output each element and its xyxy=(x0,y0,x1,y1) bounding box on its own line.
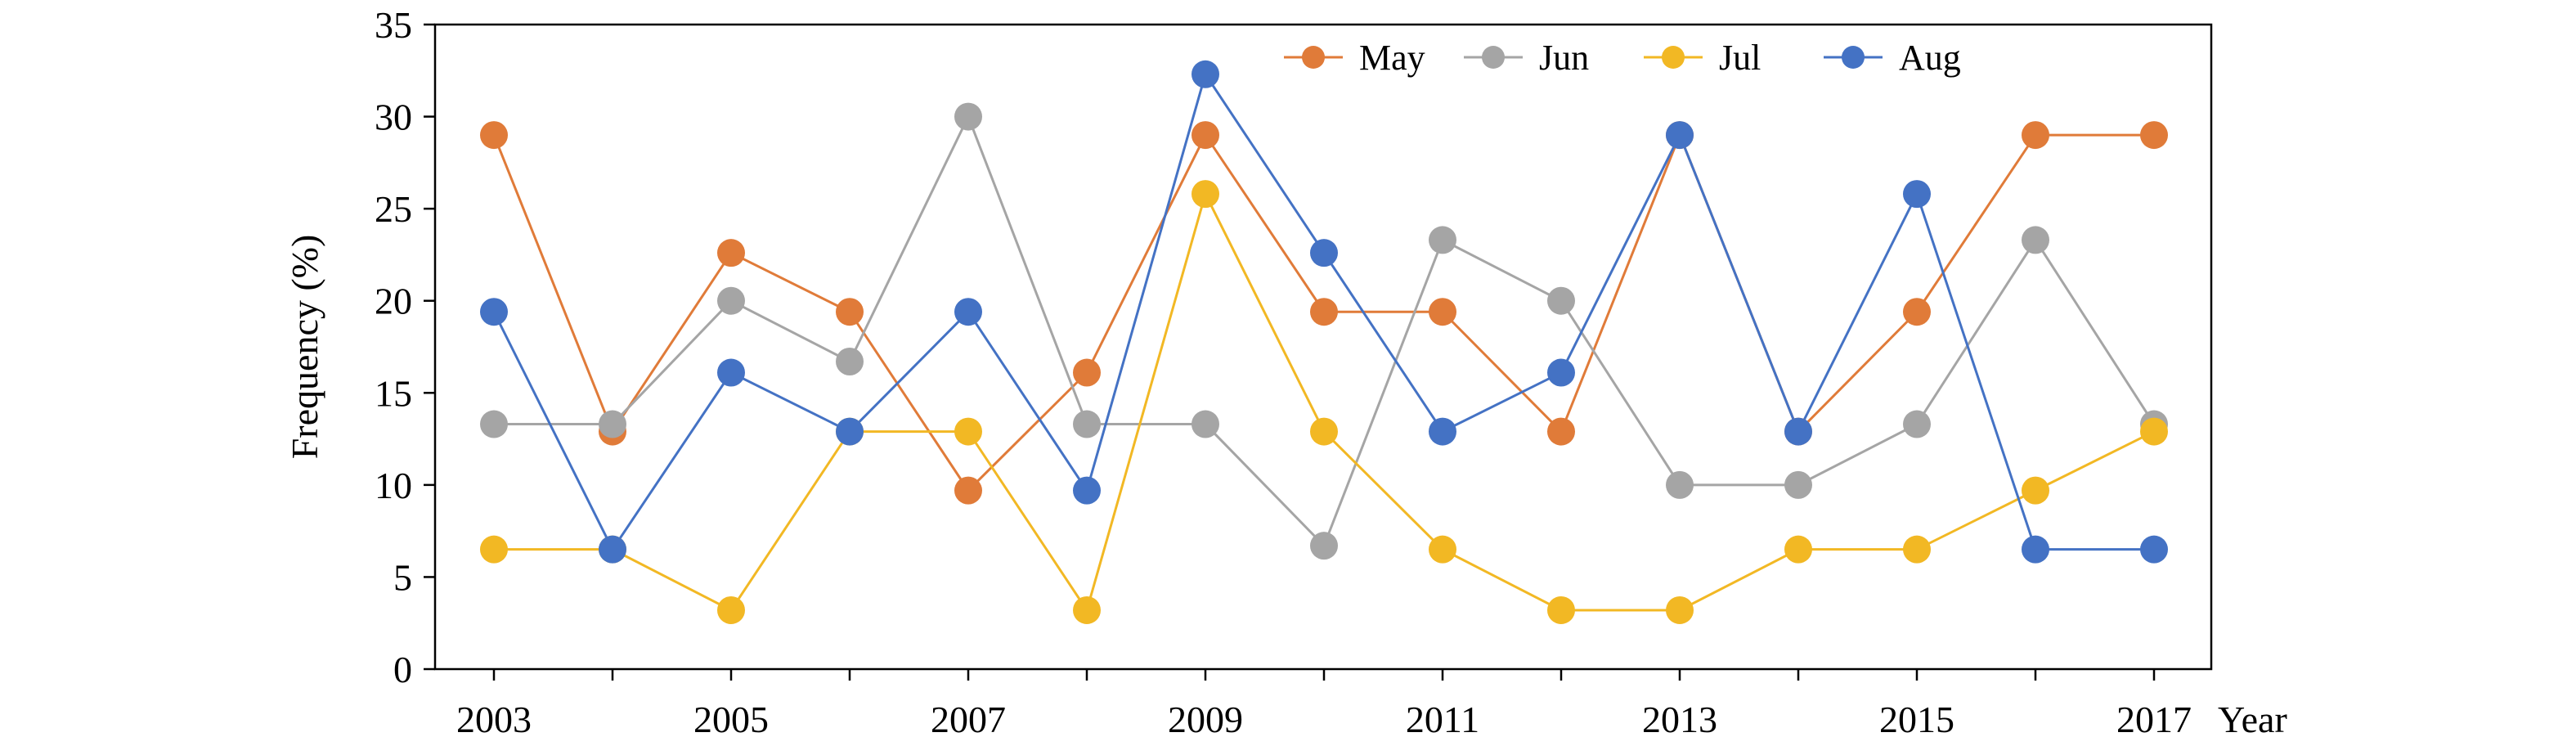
y-tick-label: 25 xyxy=(375,188,412,230)
data-point xyxy=(1666,595,1694,624)
data-point xyxy=(2140,535,2168,564)
y-tick-label: 10 xyxy=(375,465,412,506)
x-tick-label: 2011 xyxy=(1406,699,1479,740)
data-point xyxy=(1073,476,1101,505)
data-point xyxy=(836,417,864,446)
data-point xyxy=(1310,417,1338,446)
data-point xyxy=(717,595,745,624)
data-point xyxy=(1547,595,1575,624)
data-point xyxy=(599,535,626,564)
data-point xyxy=(2022,121,2049,150)
data-point xyxy=(1547,417,1575,446)
data-point xyxy=(1547,358,1575,387)
data-point xyxy=(480,535,508,564)
data-point xyxy=(1073,358,1101,387)
x-tick-label: 2005 xyxy=(693,699,769,740)
y-tick-label: 20 xyxy=(375,281,412,322)
data-point xyxy=(954,476,982,505)
y-tick-label: 35 xyxy=(375,4,412,46)
data-point xyxy=(1903,180,1931,209)
data-point xyxy=(1903,410,1931,438)
series-layer xyxy=(480,60,2168,624)
y-tick-label: 30 xyxy=(375,97,412,138)
x-tick-label: 2009 xyxy=(1168,699,1243,740)
data-point xyxy=(2022,476,2049,505)
y-tick-label: 0 xyxy=(393,649,412,690)
data-point xyxy=(836,348,864,376)
data-point xyxy=(1310,239,1338,267)
legend-item-jul: Jul xyxy=(1644,38,1761,78)
legend-swatch-marker xyxy=(1842,46,1865,69)
data-point xyxy=(1310,532,1338,560)
data-point xyxy=(2022,535,2049,564)
x-axis-label: Year xyxy=(2218,699,2287,740)
legend: May Jun Jul Aug xyxy=(1284,38,1961,78)
x-tick-label: 2007 xyxy=(931,699,1006,740)
legend-item-aug: Aug xyxy=(1824,38,1961,78)
data-point xyxy=(717,239,745,267)
data-point xyxy=(480,121,508,150)
data-point xyxy=(480,410,508,438)
x-axis-ticks: 2003 2005 2007 2009 2011 2013 2015 2017 xyxy=(456,669,2192,740)
x-tick-label: 2017 xyxy=(2116,699,2192,740)
legend-swatch-marker xyxy=(1302,46,1325,69)
data-point xyxy=(1192,121,1219,150)
legend-label: Jul xyxy=(1719,38,1761,78)
data-point xyxy=(1073,595,1101,624)
legend-swatch-marker xyxy=(1662,46,1685,69)
legend-label: May xyxy=(1359,38,1425,78)
data-point xyxy=(599,410,626,438)
data-point xyxy=(1784,470,1812,499)
data-point xyxy=(954,298,982,326)
data-point xyxy=(1666,470,1694,499)
data-point xyxy=(954,102,982,131)
data-point xyxy=(1784,535,1812,564)
data-point xyxy=(1310,298,1338,326)
data-point xyxy=(1192,410,1219,438)
legend-label: Jun xyxy=(1539,38,1589,78)
data-point xyxy=(2140,121,2168,150)
data-point xyxy=(717,358,745,387)
y-tick-label: 15 xyxy=(375,372,412,414)
data-point xyxy=(836,298,864,326)
data-point xyxy=(1903,298,1931,326)
data-point xyxy=(1429,535,1456,564)
data-point xyxy=(954,417,982,446)
series-markers-aug xyxy=(480,60,2168,564)
y-axis-ticks: 0 5 10 15 20 25 30 35 xyxy=(375,4,435,690)
data-point xyxy=(1547,286,1575,315)
x-tick-label: 2013 xyxy=(1642,699,1717,740)
data-point xyxy=(2140,417,2168,446)
data-point xyxy=(1073,410,1101,438)
legend-label: Aug xyxy=(1899,38,1961,78)
data-point xyxy=(1429,298,1456,326)
data-point xyxy=(1192,60,1219,88)
data-point xyxy=(1192,180,1219,209)
legend-item-may: May xyxy=(1284,38,1425,78)
data-point xyxy=(1666,121,1694,150)
legend-swatch-marker xyxy=(1482,46,1505,69)
data-point xyxy=(2022,226,2049,254)
data-point xyxy=(1429,417,1456,446)
x-tick-label: 2003 xyxy=(456,699,532,740)
data-point xyxy=(1784,417,1812,446)
plot-area xyxy=(433,23,2213,671)
data-point xyxy=(1429,226,1456,254)
x-tick-label: 2015 xyxy=(1879,699,1954,740)
data-point xyxy=(1903,535,1931,564)
legend-item-jun: Jun xyxy=(1464,38,1589,78)
data-point xyxy=(717,286,745,315)
y-tick-label: 5 xyxy=(393,556,412,598)
data-point xyxy=(480,298,508,326)
y-axis-label: Frequency (%) xyxy=(284,235,325,460)
